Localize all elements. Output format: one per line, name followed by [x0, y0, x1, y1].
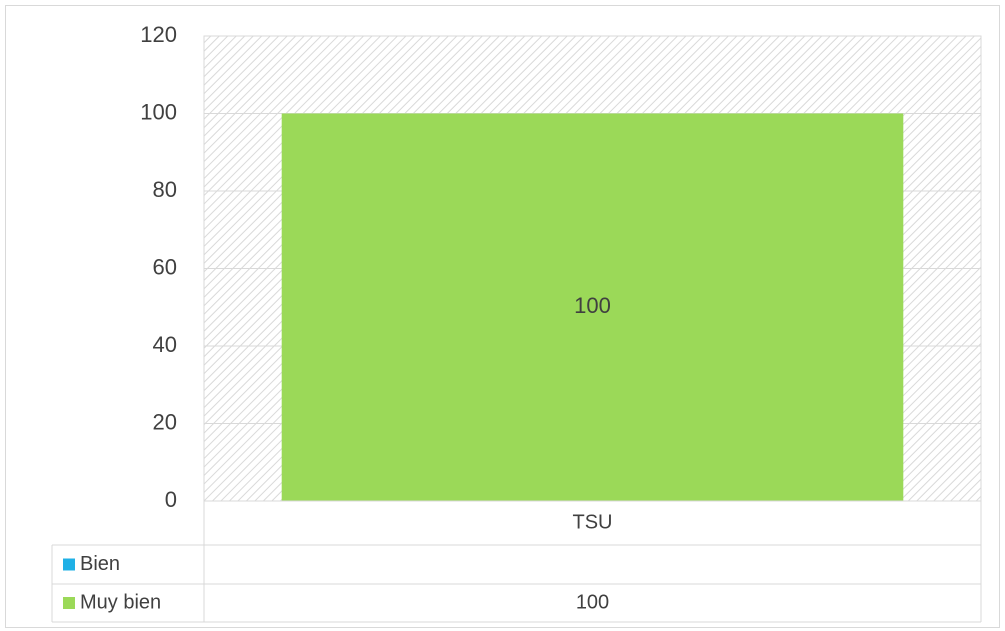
legend-key [63, 597, 75, 609]
legend-label: Bien [80, 553, 120, 575]
legend-key [63, 558, 75, 571]
y-tick-label: 0 [165, 487, 177, 512]
legend-label: Muy bien [80, 591, 161, 613]
y-tick-label: 60 [153, 254, 177, 279]
y-tick-label: 40 [153, 332, 177, 357]
y-tick-label: 20 [153, 409, 177, 434]
y-tick-label: 80 [153, 177, 177, 202]
bar [281, 113, 904, 501]
data-label: 100 [574, 293, 611, 318]
x-tick-label: TSU [573, 511, 613, 533]
y-tick-label: 100 [140, 99, 177, 124]
table-value: 100 [576, 591, 609, 613]
y-tick-label: 120 [140, 22, 177, 47]
